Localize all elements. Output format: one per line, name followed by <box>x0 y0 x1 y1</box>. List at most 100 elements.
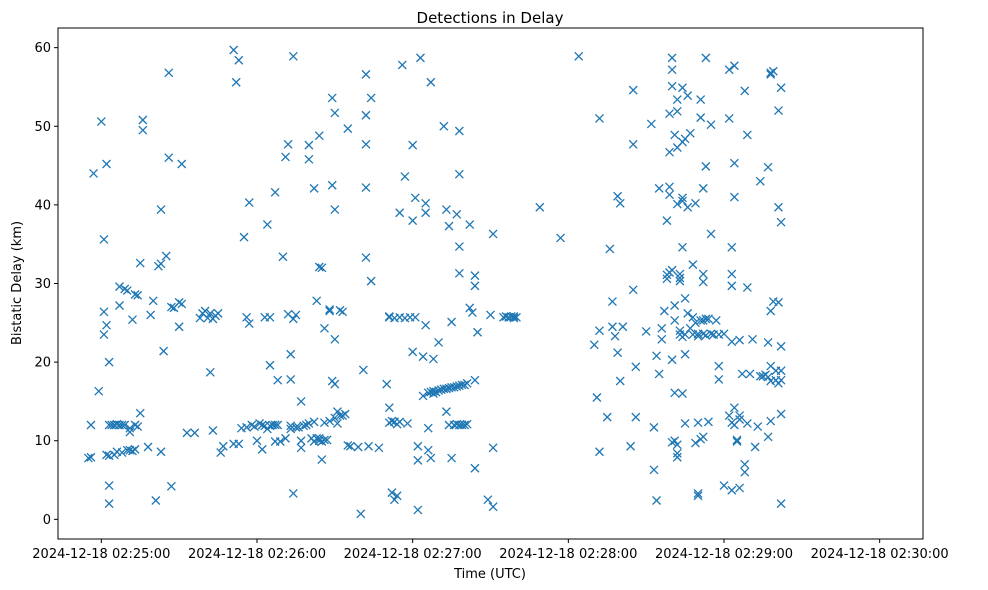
data-point <box>631 412 641 422</box>
data-point <box>473 327 482 337</box>
data-point <box>774 202 783 212</box>
data-point <box>667 81 677 91</box>
data-point <box>665 182 674 192</box>
data-point <box>727 281 737 291</box>
data-point <box>330 108 340 118</box>
data-point <box>763 432 773 442</box>
data-point <box>304 418 314 428</box>
data-point <box>364 441 374 451</box>
x-tick-label: 2024-12-18 02:27:00 <box>344 547 482 562</box>
data-point <box>330 334 340 344</box>
data-point <box>408 216 418 226</box>
data-point <box>94 386 104 396</box>
data-markers <box>83 45 786 519</box>
data-point <box>296 443 306 453</box>
data-point <box>133 290 143 300</box>
data-point <box>216 448 226 457</box>
data-point <box>678 389 687 399</box>
data-point <box>244 198 254 207</box>
data-point <box>390 495 399 505</box>
data-point <box>698 329 708 339</box>
data-point <box>652 496 662 505</box>
data-point <box>288 51 298 61</box>
data-point <box>688 312 698 322</box>
x-axis: 2024-12-18 02:25:00 2024-12-18 02:26:00 20… <box>32 539 949 562</box>
x-axis-label: Time (UTC) <box>453 567 526 582</box>
data-point <box>665 190 674 200</box>
data-point <box>680 349 690 359</box>
data-point <box>392 491 402 501</box>
data-point <box>740 467 750 477</box>
data-point <box>691 318 700 328</box>
data-point <box>750 442 760 452</box>
data-point <box>423 423 433 433</box>
data-point <box>403 418 412 428</box>
data-point <box>701 53 711 63</box>
data-point <box>257 420 267 430</box>
data-point <box>159 346 169 356</box>
data-point <box>766 306 776 316</box>
data-point <box>631 362 641 372</box>
data-point <box>317 437 327 446</box>
data-point <box>270 420 280 430</box>
data-point <box>670 436 680 446</box>
data-point <box>454 169 464 179</box>
data-point <box>356 509 366 519</box>
data-point <box>309 417 319 427</box>
data-point <box>200 306 210 316</box>
data-point <box>428 389 438 399</box>
data-point <box>719 329 729 339</box>
data-point <box>672 95 682 104</box>
data-point <box>423 445 433 455</box>
data-point <box>732 437 742 446</box>
data-point <box>213 308 223 318</box>
data-point <box>678 193 687 203</box>
data-point <box>753 422 763 432</box>
data-point <box>706 120 716 130</box>
data-point <box>719 481 729 491</box>
data-point <box>691 438 700 448</box>
data-point <box>701 314 711 324</box>
data-point <box>454 268 464 278</box>
data-point <box>400 172 410 182</box>
data-point <box>701 161 711 171</box>
data-point <box>418 352 428 362</box>
data-point <box>483 495 493 505</box>
data-point <box>296 436 306 446</box>
data-point <box>714 361 724 371</box>
data-point <box>595 113 604 123</box>
data-point <box>465 303 475 313</box>
data-point <box>465 220 475 229</box>
data-point <box>161 251 171 261</box>
data-point <box>698 432 708 442</box>
data-point <box>418 391 428 401</box>
data-point <box>395 208 405 218</box>
data-point <box>128 446 137 456</box>
data-point <box>96 117 106 127</box>
data-point <box>693 331 703 341</box>
data-point <box>343 124 353 134</box>
data-point <box>745 369 755 379</box>
data-point <box>410 193 420 203</box>
data-point <box>325 306 335 316</box>
data-point <box>678 83 687 93</box>
y-tick-label: 60 <box>34 41 51 56</box>
data-point <box>338 307 348 317</box>
data-point <box>667 265 677 275</box>
x-tick-label: 2024-12-18 02:30:00 <box>811 547 949 562</box>
data-point <box>120 284 130 294</box>
data-point <box>683 308 693 318</box>
data-point <box>384 403 394 413</box>
data-point <box>607 297 617 307</box>
data-point <box>678 196 687 206</box>
data-point <box>120 420 130 430</box>
x-tick-label: 2024-12-18 02:29:00 <box>655 547 793 562</box>
data-point <box>667 437 677 447</box>
data-point <box>729 403 739 413</box>
data-point <box>665 147 674 157</box>
data-point <box>755 371 765 381</box>
data-point <box>680 293 690 303</box>
data-point <box>86 452 96 462</box>
data-point <box>470 463 480 473</box>
data-point <box>672 199 682 209</box>
